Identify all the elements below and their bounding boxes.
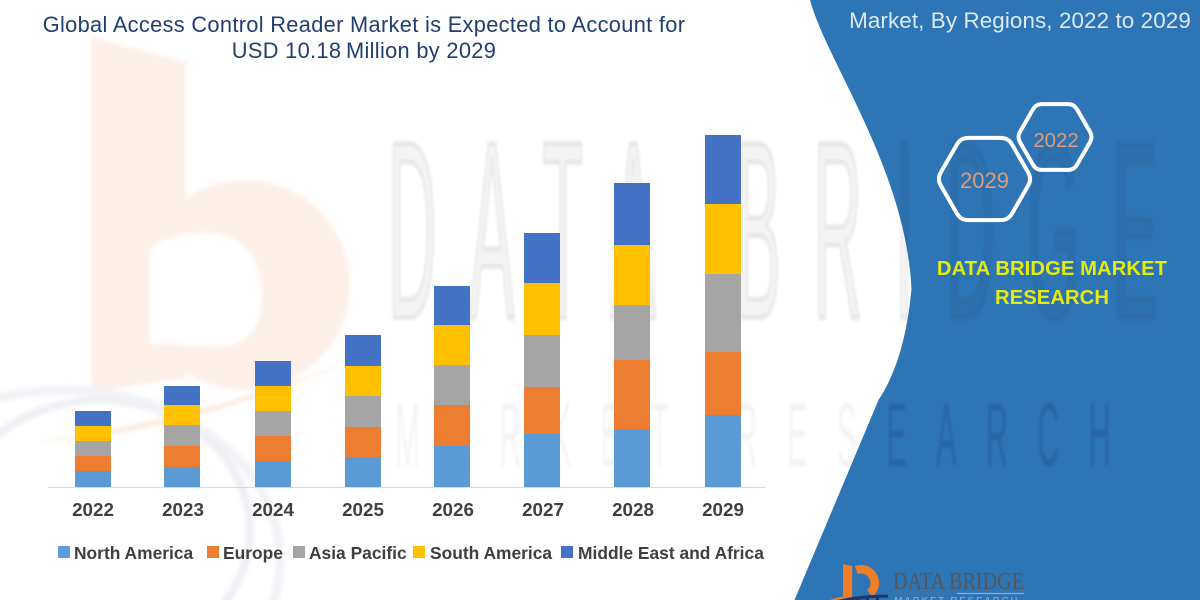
svg-text:2029: 2029 bbox=[960, 168, 1009, 193]
svg-text:DATA BRIDGE: DATA BRIDGE bbox=[893, 568, 1024, 595]
svg-text:MARKET RESEARCH: MARKET RESEARCH bbox=[895, 596, 1020, 600]
svg-text:2022: 2022 bbox=[1033, 130, 1078, 152]
